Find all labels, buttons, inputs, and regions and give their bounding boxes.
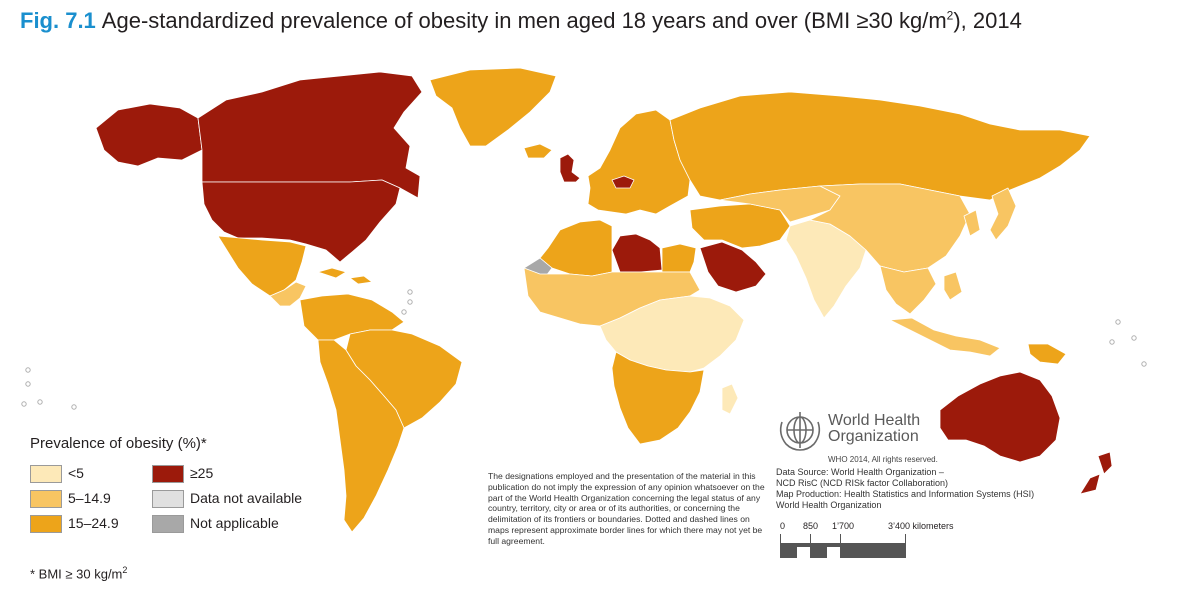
region-united-kingdom: [559, 153, 581, 183]
region-mexico: [217, 235, 307, 297]
footnote: * BMI ≥ 30 kg/m2: [30, 565, 127, 581]
scale-bar: [780, 534, 906, 558]
legend-label: 5–14.9: [68, 490, 111, 506]
region-madagascar: [721, 383, 739, 415]
legend-label: <5: [68, 465, 84, 481]
legend-swatch: [30, 465, 62, 483]
region-canada: [197, 71, 423, 199]
title-suffix: ), 2014: [953, 8, 1022, 33]
title-superscript: 2: [946, 8, 954, 23]
credit-line: Map Production: Health Statistics and In…: [776, 489, 1035, 499]
small-island-markers: [21, 289, 1147, 410]
legend-label: ≥25: [190, 465, 214, 481]
scale-label: 3’400 kilometers: [888, 521, 954, 531]
legend-label: Not applicable: [190, 515, 279, 531]
figure-title: Fig. 7.1 Age-standardized prevalence of o…: [20, 8, 1022, 34]
copyright-text: WHO 2014, All rights reserved.: [828, 455, 938, 464]
region-middle-east: [689, 203, 791, 249]
legend-title: Prevalence of obesity (%)*: [30, 435, 207, 452]
legend-swatch: [152, 515, 184, 533]
region-papua-new-guinea: [1027, 343, 1067, 365]
region-greenland: [429, 67, 557, 147]
scale-label: 0: [780, 521, 786, 531]
region-libya: [611, 233, 663, 273]
region-czech-republic: [611, 175, 635, 189]
region-caribbean: [317, 267, 373, 285]
region-korea-japan: [963, 187, 1017, 241]
credit-line: World Health Organization: [776, 500, 882, 510]
legend-label: Data not available: [190, 490, 303, 506]
region-arabian-peninsula: [699, 241, 767, 293]
region-russia: [669, 91, 1091, 201]
region-egypt: [661, 243, 697, 273]
region-new-zealand: [1079, 451, 1113, 495]
legend-swatch: [30, 490, 62, 508]
region-australia: [939, 371, 1061, 463]
region-indonesia-philippines: [889, 271, 1001, 357]
region-southern-africa: [611, 351, 705, 445]
region-southern-cone: [317, 339, 405, 533]
region-alaska: [95, 103, 203, 167]
title-text: Age-standardized prevalence of obesity i…: [101, 8, 947, 33]
legend-swatch: [152, 490, 184, 508]
region-central-america: [269, 281, 307, 307]
scale-label: 850: [803, 521, 819, 531]
region-southeast-asia: [879, 265, 937, 315]
credits: Data Source: World Health Organization –…: [776, 467, 1034, 511]
region-iceland: [523, 143, 553, 159]
who-name-line2: Organization: [828, 428, 919, 445]
who-emblem-icon: [779, 412, 821, 451]
region-united-states: [201, 179, 401, 263]
legend-swatch: [30, 515, 62, 533]
figure-label: Fig. 7.1: [20, 8, 96, 33]
footnote-superscript: 2: [122, 565, 128, 575]
credit-line: NCD RisC (NCD RISk factor Collaboration): [776, 478, 949, 488]
legend-label: 15–24.9: [68, 515, 119, 531]
disclaimer-text: The designations employed and the presen…: [488, 471, 765, 546]
who-name: World Health Organization: [828, 413, 920, 445]
credit-line: Data Source: World Health Organization –: [776, 467, 944, 477]
scale-label: 1’700: [832, 521, 855, 531]
footnote-text: * BMI ≥ 30 kg/m: [30, 566, 123, 582]
legend-swatch: [152, 465, 184, 483]
who-name-line1: World Health: [828, 412, 921, 429]
